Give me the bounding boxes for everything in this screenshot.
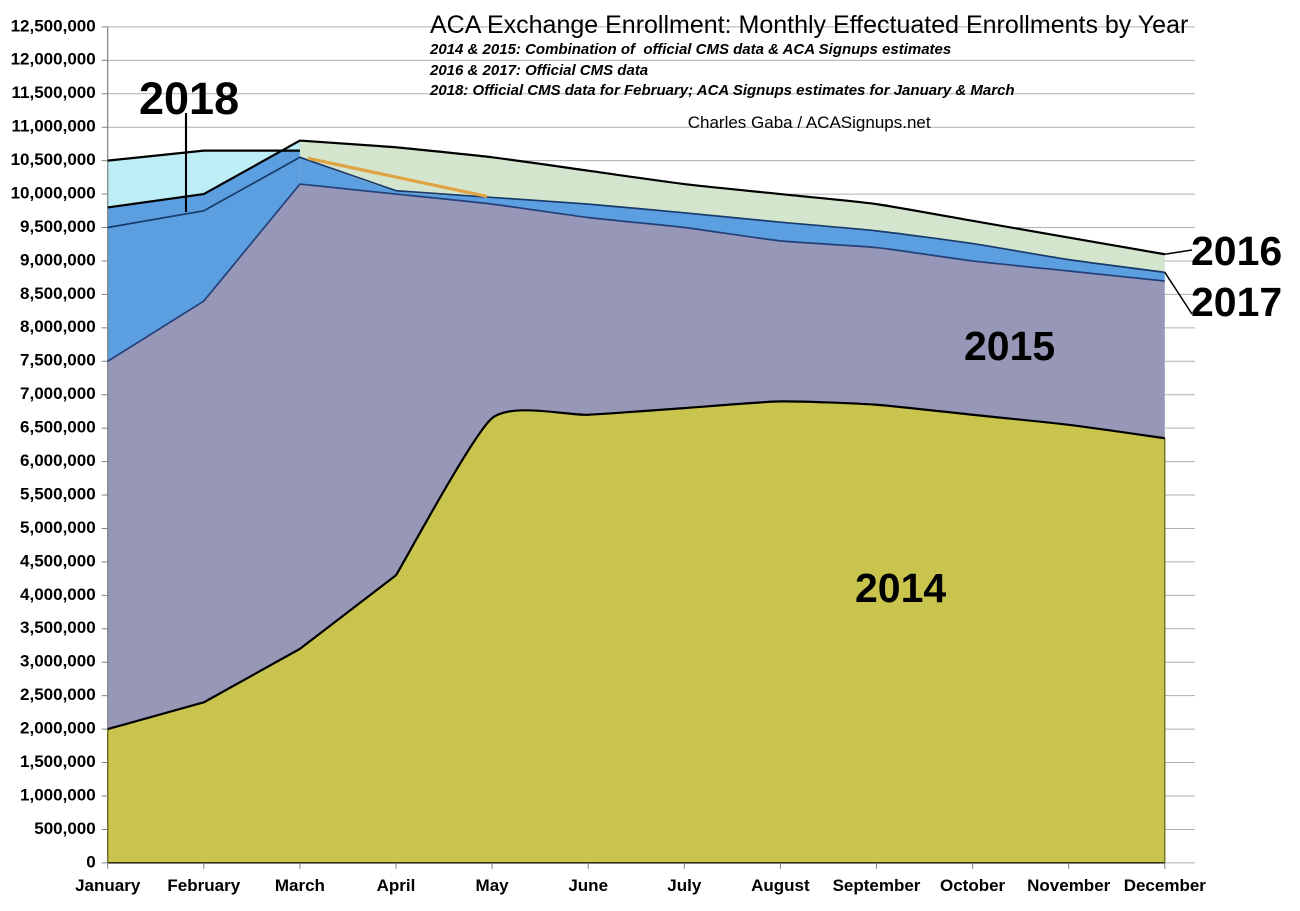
svg-text:7,000,000: 7,000,000 [20, 384, 96, 403]
svg-text:February: February [167, 876, 240, 895]
svg-text:0: 0 [86, 852, 95, 871]
svg-text:2,500,000: 2,500,000 [20, 685, 96, 704]
svg-text:November: November [1027, 876, 1111, 895]
svg-text:12,500,000: 12,500,000 [11, 16, 96, 35]
svg-text:3,000,000: 3,000,000 [20, 652, 96, 671]
svg-text:1,000,000: 1,000,000 [20, 785, 96, 804]
svg-text:8,500,000: 8,500,000 [20, 284, 96, 303]
svg-text:2,000,000: 2,000,000 [20, 719, 96, 738]
svg-text:11,500,000: 11,500,000 [12, 83, 96, 102]
svg-text:4,000,000: 4,000,000 [20, 585, 96, 604]
svg-text:July: July [667, 876, 702, 895]
svg-text:January: January [75, 876, 141, 895]
svg-text:10,000,000: 10,000,000 [11, 183, 96, 202]
svg-text:May: May [476, 876, 510, 895]
svg-text:1,500,000: 1,500,000 [20, 752, 96, 771]
svg-text:9,500,000: 9,500,000 [20, 217, 96, 236]
svg-text:December: December [1124, 876, 1207, 895]
svg-text:5,500,000: 5,500,000 [20, 484, 96, 503]
svg-text:6,500,000: 6,500,000 [20, 418, 96, 437]
svg-text:4,500,000: 4,500,000 [20, 551, 96, 570]
svg-text:5,000,000: 5,000,000 [20, 518, 96, 537]
svg-text:11,000,000: 11,000,000 [12, 117, 96, 136]
svg-text:9,000,000: 9,000,000 [20, 250, 96, 269]
svg-text:500,000: 500,000 [34, 819, 95, 838]
svg-text:October: October [940, 876, 1006, 895]
svg-text:6,000,000: 6,000,000 [20, 451, 96, 470]
svg-text:March: March [275, 876, 325, 895]
svg-text:June: June [568, 876, 608, 895]
svg-text:8,000,000: 8,000,000 [20, 317, 96, 336]
svg-text:7,500,000: 7,500,000 [20, 351, 96, 370]
svg-text:10,500,000: 10,500,000 [11, 150, 96, 169]
svg-text:3,500,000: 3,500,000 [20, 618, 96, 637]
svg-text:September: September [833, 876, 921, 895]
svg-text:12,000,000: 12,000,000 [11, 50, 96, 69]
svg-text:August: August [751, 876, 810, 895]
svg-text:April: April [377, 876, 416, 895]
